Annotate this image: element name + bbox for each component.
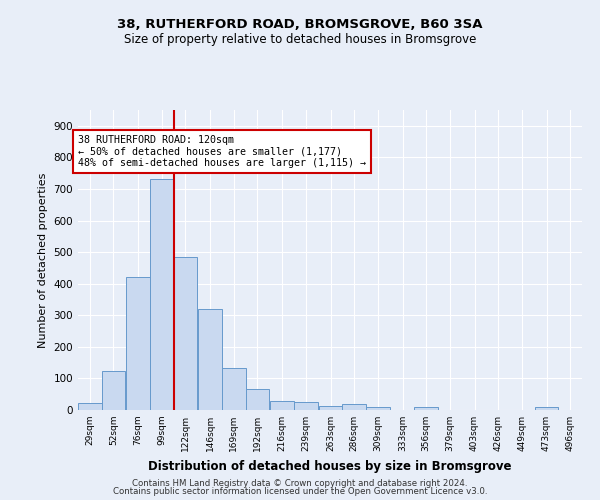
Bar — [366, 408, 389, 410]
Text: Contains public sector information licensed under the Open Government Licence v3: Contains public sector information licen… — [113, 487, 487, 496]
Bar — [535, 408, 559, 410]
Bar — [199, 309, 222, 410]
Text: Contains HM Land Registry data © Crown copyright and database right 2024.: Contains HM Land Registry data © Crown c… — [132, 478, 468, 488]
Bar — [150, 178, 173, 410]
Bar — [343, 404, 366, 410]
Bar — [173, 258, 197, 410]
Bar — [245, 390, 269, 410]
Bar — [78, 403, 101, 410]
Bar — [127, 278, 150, 410]
Bar — [415, 408, 438, 410]
Bar — [319, 406, 343, 410]
Bar — [101, 372, 125, 410]
Y-axis label: Number of detached properties: Number of detached properties — [38, 172, 48, 348]
Text: Size of property relative to detached houses in Bromsgrove: Size of property relative to detached ho… — [124, 32, 476, 46]
Bar — [294, 402, 317, 410]
Bar — [222, 368, 245, 410]
Text: 38, RUTHERFORD ROAD, BROMSGROVE, B60 3SA: 38, RUTHERFORD ROAD, BROMSGROVE, B60 3SA — [117, 18, 483, 30]
X-axis label: Distribution of detached houses by size in Bromsgrove: Distribution of detached houses by size … — [148, 460, 512, 472]
Bar — [271, 401, 294, 410]
Text: 38 RUTHERFORD ROAD: 120sqm
← 50% of detached houses are smaller (1,177)
48% of s: 38 RUTHERFORD ROAD: 120sqm ← 50% of deta… — [78, 136, 366, 168]
